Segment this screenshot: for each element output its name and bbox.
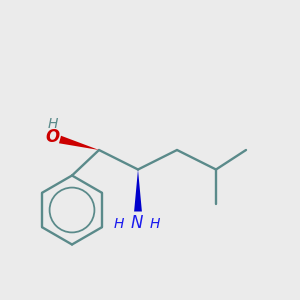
Polygon shape <box>134 169 142 211</box>
Text: H: H <box>113 217 124 230</box>
Polygon shape <box>59 136 99 150</box>
Text: N: N <box>130 214 143 232</box>
Text: H: H <box>47 118 58 131</box>
Text: O: O <box>45 128 60 146</box>
Text: H: H <box>149 217 160 230</box>
